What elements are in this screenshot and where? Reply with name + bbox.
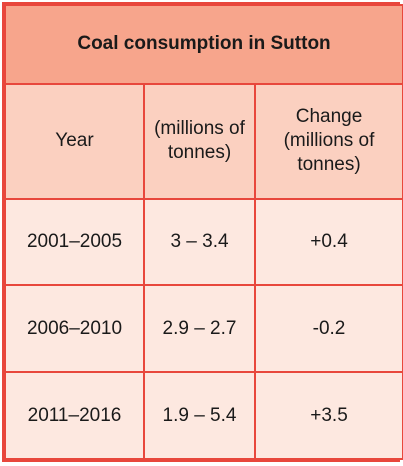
header-consumption-line: tonnes)	[167, 142, 232, 164]
table-row: 2006–2010 2.9 – 2.7 -0.2	[4, 284, 403, 374]
cell-range: 3 – 3.4	[143, 197, 256, 287]
table-title: Coal consumption in Sutton	[3, 4, 403, 85]
cell-change: +0.4	[253, 197, 403, 287]
cell-year: 2011–2016	[4, 371, 145, 460]
table-row: 2001–2005 3 – 3.4 +0.4	[4, 197, 403, 287]
cell-range: 2.9 – 2.7	[143, 284, 256, 374]
header-consumption: (millions of tonnes)	[143, 82, 256, 200]
cell-change: -0.2	[253, 284, 403, 374]
table-header-row: Year (millions of tonnes) Change (millio…	[4, 82, 403, 200]
cell-range: 1.9 – 5.4	[143, 371, 256, 460]
header-year: Year	[4, 82, 145, 200]
header-change-line: Change	[295, 106, 363, 128]
cell-change: +3.5	[253, 371, 403, 460]
header-change-line: (millions of	[283, 130, 375, 152]
header-change: Change (millions of tonnes)	[253, 82, 403, 200]
header-change-line: tonnes)	[297, 154, 361, 176]
table-row: 2011–2016 1.9 – 5.4 +3.5	[4, 371, 403, 460]
cell-year: 2006–2010	[4, 284, 145, 374]
table-title-row: Coal consumption in Sutton	[3, 4, 403, 85]
header-year-line: Year	[55, 130, 94, 152]
data-table: Coal consumption in Sutton Year (million…	[3, 4, 403, 460]
cell-year: 2001–2005	[4, 197, 145, 287]
header-consumption-line: (millions of	[154, 118, 245, 140]
